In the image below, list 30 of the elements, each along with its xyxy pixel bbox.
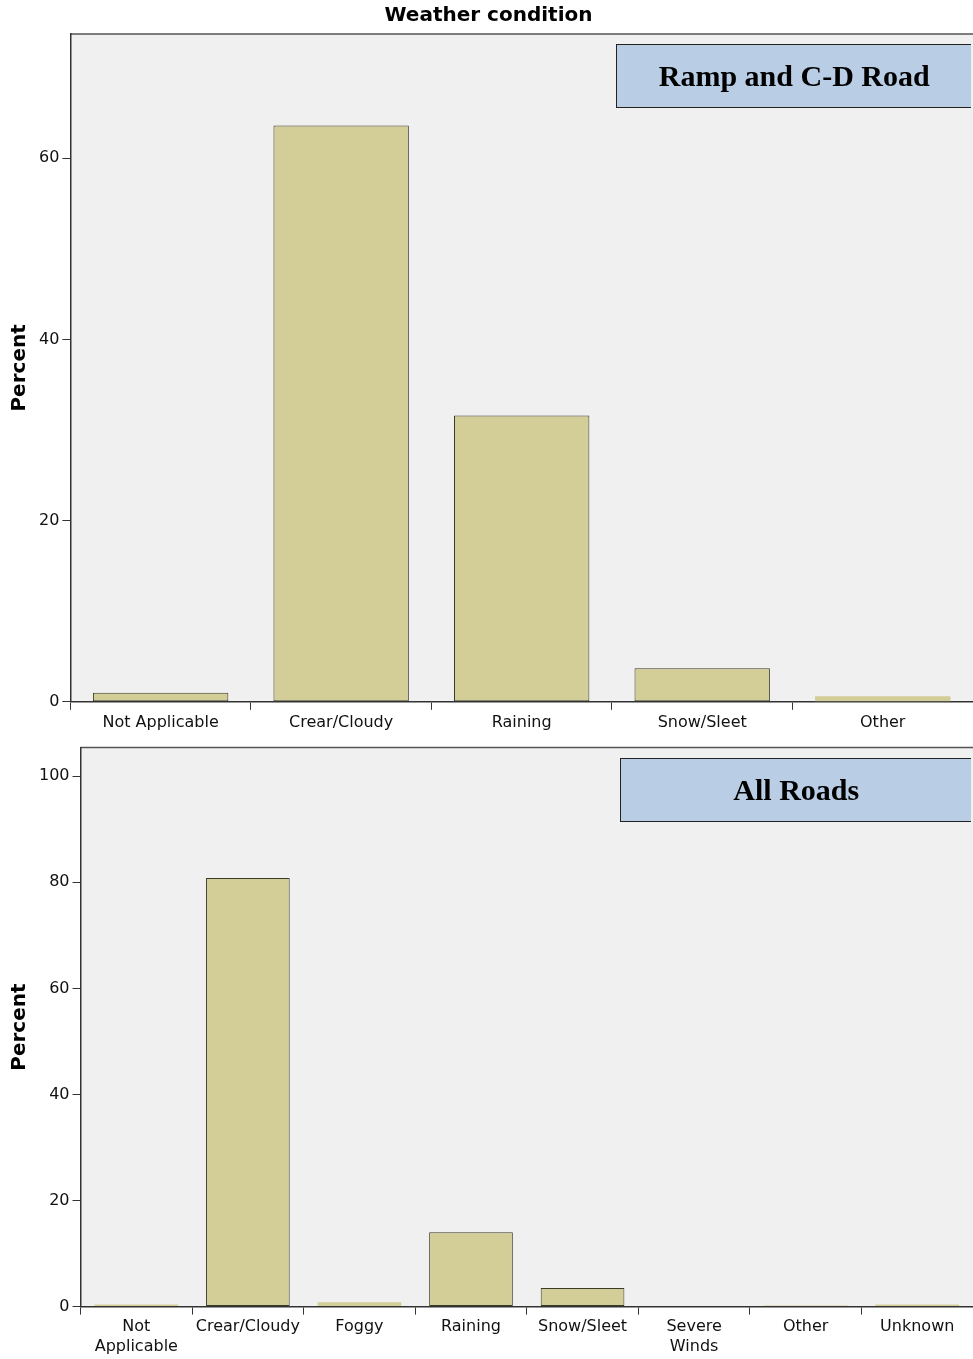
bar <box>815 696 951 702</box>
x-tick-label: Crear/Cloudy <box>289 711 394 731</box>
x-tick-label: Not Applicable <box>102 711 219 731</box>
x-tick-label: Snow/Sleet <box>537 1316 628 1336</box>
panel-label: All Roads <box>620 757 971 822</box>
x-tick-label: Raining <box>441 1316 501 1336</box>
y-axis-title: Percent <box>6 323 31 412</box>
y-tick-label: 60 <box>39 147 60 167</box>
y-tick-label: 0 <box>49 690 60 710</box>
x-tick-label: Other <box>782 1316 829 1336</box>
y-tick-label: 60 <box>49 977 70 997</box>
x-tick-label: Snow/Sleet <box>657 711 747 731</box>
panel-label: Ramp and C-D Road <box>616 44 971 108</box>
x-tick-label: Foggy <box>335 1316 384 1336</box>
bar <box>317 1302 402 1307</box>
x-tick-label: Not Applicable <box>94 1316 178 1355</box>
y-tick-label: 0 <box>59 1295 70 1315</box>
y-axis-title: Percent <box>6 983 31 1071</box>
x-tick-label: Unknown <box>880 1316 955 1336</box>
x-tick-label: Crear/Cloudy <box>195 1316 300 1336</box>
y-tick-label: 40 <box>49 1083 70 1103</box>
y-tick-label: 100 <box>38 765 70 785</box>
y-tick-label: 20 <box>39 509 60 529</box>
chart-title: Weather condition <box>384 2 593 27</box>
x-tick-label: Severe Winds <box>666 1316 722 1355</box>
y-tick-label: 40 <box>39 328 60 348</box>
y-tick-label: 80 <box>49 871 70 891</box>
x-tick-label: Other <box>860 711 906 731</box>
x-tick-label: Raining <box>491 711 552 731</box>
y-tick-label: 20 <box>49 1189 70 1209</box>
